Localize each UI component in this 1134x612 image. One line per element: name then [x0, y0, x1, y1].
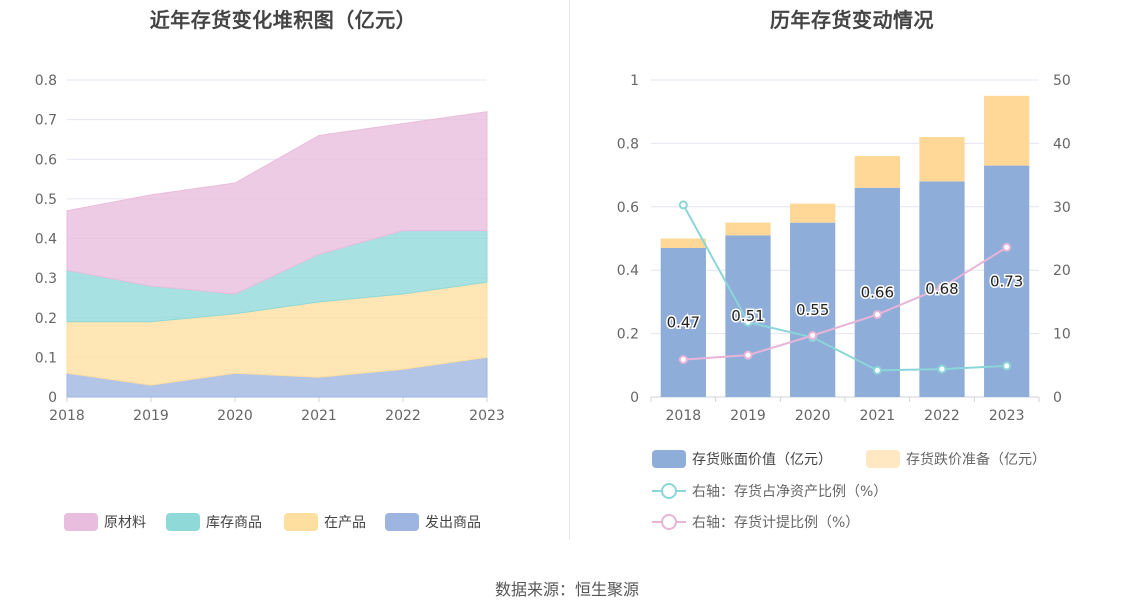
- bar-value-label: 0.73: [990, 272, 1023, 290]
- left-x-tick-label: 2022: [385, 408, 421, 424]
- legend-swatch-raw: [64, 513, 98, 531]
- right-x-tick-label: 2023: [989, 408, 1025, 424]
- left-y-tick-label: 0.4: [35, 232, 57, 248]
- bar-value-label: 0.66: [861, 283, 894, 301]
- right-y2-tick-label: 0: [1053, 390, 1062, 406]
- left-y-tick-label: 0.1: [35, 350, 57, 366]
- data-source: 数据来源：恒生聚源: [494, 580, 639, 599]
- line-net-asset-ratio: [682, 204, 1007, 372]
- bar-impairment: [790, 203, 836, 223]
- legend-label-book-value: 存货账面价值（亿元）: [692, 451, 832, 468]
- legend-swatch-stock: [166, 513, 200, 531]
- legend-marker-net-asset-ratio: [661, 483, 677, 499]
- left-x-tick-label: 2020: [217, 408, 253, 424]
- right-y2-tick-label: 50: [1053, 73, 1071, 89]
- legend-label-wip: 在产品: [324, 515, 366, 531]
- bar-book-value: [790, 222, 836, 397]
- bar-value-label: 0.68: [925, 280, 958, 298]
- right-y-tick-label: 0.6: [617, 200, 639, 216]
- bar-value-label: 0.55: [796, 301, 829, 319]
- point-net-asset-ratio: [1002, 361, 1012, 371]
- right-x-tick-label: 2022: [924, 408, 960, 424]
- bar-book-value: [725, 235, 771, 397]
- left-y-tick-label: 0.6: [35, 152, 57, 168]
- bar-value-label: 0.51: [731, 307, 764, 325]
- bar-impairment: [984, 95, 1030, 166]
- right-x-tick-label: 2020: [795, 408, 831, 424]
- bar-impairment: [660, 238, 706, 249]
- left-y-tick-label: 0.8: [35, 73, 57, 89]
- legend-label-impairment: 存货跌价准备（亿元）: [906, 451, 1046, 468]
- point-net-asset-ratio: [678, 200, 688, 210]
- right-y-tick-label: 1: [630, 73, 639, 89]
- line-provision-ratio: [683, 246, 1008, 361]
- point-provision-ratio: [743, 350, 753, 360]
- right-x-tick-label: 2019: [730, 408, 766, 424]
- right-x-tick-label: 2021: [860, 408, 896, 424]
- right-y2-tick-label: 10: [1053, 327, 1071, 343]
- right-y-tick-label: 0.2: [617, 327, 639, 343]
- point-provision-ratio: [1002, 242, 1012, 252]
- right-y2-tick-label: 40: [1053, 136, 1071, 152]
- left-x-tick-label: 2021: [301, 408, 337, 424]
- right-y2-tick-label: 20: [1053, 263, 1071, 279]
- left-y-tick-label: 0.3: [35, 271, 57, 287]
- left-y-tick-label: 0: [48, 390, 57, 406]
- area-raw: [66, 111, 488, 295]
- left-chart-title: 近年存货变化堆积图（亿元）: [149, 8, 417, 32]
- point-provision-ratio: [678, 355, 688, 365]
- point-provision-ratio: [808, 331, 818, 341]
- right-y-tick-label: 0.4: [617, 263, 639, 279]
- point-net-asset-ratio: [937, 364, 947, 374]
- right-x-tick-label: 2018: [666, 408, 702, 424]
- legend-label-stock: 库存商品: [206, 515, 262, 531]
- legend-swatch-wip: [284, 513, 318, 531]
- left-x-tick-label: 2019: [133, 408, 169, 424]
- left-y-tick-label: 0.7: [35, 113, 57, 129]
- point-provision-ratio: [872, 310, 882, 320]
- legend-label-raw: 原材料: [104, 515, 146, 531]
- point-net-asset-ratio: [743, 317, 753, 327]
- bar-book-value: [660, 248, 706, 397]
- right-y2-tick-label: 30: [1053, 200, 1071, 216]
- legend-label-shipped: 发出商品: [425, 515, 481, 531]
- right-chart-title: 历年存货变动情况: [770, 8, 934, 32]
- left-x-tick-label: 2023: [469, 408, 505, 424]
- left-y-tick-label: 0.5: [35, 192, 57, 208]
- legend-swatch-book-value: [652, 450, 686, 468]
- bar-impairment: [919, 137, 965, 182]
- bar-book-value: [984, 165, 1030, 397]
- right-y-tick-label: 0: [630, 390, 639, 406]
- left-y-tick-label: 0.2: [35, 311, 57, 327]
- panel-divider: [569, 0, 570, 540]
- point-provision-ratio: [937, 282, 947, 292]
- right-y-tick-label: 0.8: [617, 136, 639, 152]
- bar-value-label: 0.47: [667, 314, 700, 332]
- bar-impairment: [854, 156, 900, 188]
- bar-impairment: [725, 222, 771, 236]
- left-x-tick-label: 2018: [49, 408, 85, 424]
- legend-marker-provision-ratio: [661, 514, 677, 530]
- legend-swatch-shipped: [385, 513, 419, 531]
- legend-swatch-impairment: [866, 450, 900, 468]
- legend-label-net-asset-ratio: 右轴：存货占净资产比例（%）: [692, 483, 887, 500]
- point-net-asset-ratio: [872, 365, 882, 375]
- legend-label-provision-ratio: 右轴：存货计提比例（%）: [692, 514, 859, 531]
